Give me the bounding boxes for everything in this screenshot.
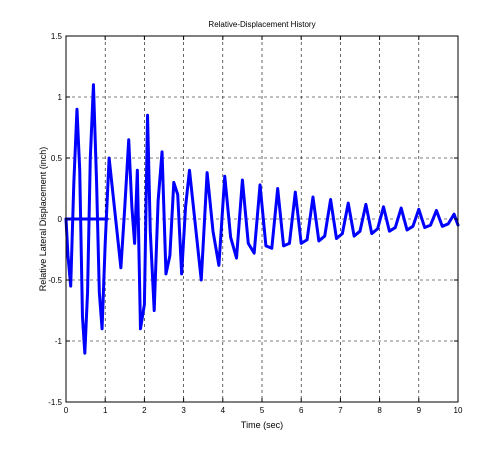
x-tick-label: 9 [417,406,422,415]
chart-title: Relative-Displacement History [208,20,315,29]
y-tick-label: 0.5 [51,154,63,163]
y-tick-label: 0 [58,215,63,224]
x-axis-label: Time (sec) [241,420,283,430]
x-tick-label: 2 [142,406,147,415]
y-tick-label: -1.5 [48,398,62,407]
y-tick-label: 1.5 [51,32,63,41]
y-tick-label: -1 [55,337,63,346]
series-line-0 [64,83,460,355]
y-tick-label: -0.5 [48,276,62,285]
y-axis-label: Relative Lateral Displacement (inch) [38,147,48,292]
x-tick-label: 5 [260,406,265,415]
y-tick-label: 1 [58,93,63,102]
x-tick-label: 1 [103,406,108,415]
x-tick-label: 10 [454,406,463,415]
x-tick-label: 3 [181,406,186,415]
x-tick-label: 7 [338,406,343,415]
x-tick-label: 6 [299,406,304,415]
data-series [64,83,460,355]
x-tick-label: 0 [64,406,69,415]
x-tick-label: 8 [377,406,382,415]
x-tick-label: 4 [221,406,226,415]
axis-ticks: 0 1 2 3 4 5 6 7 8 9 10 -1.5 -1 -0.5 0 0.5 1 1.5 [48,32,463,415]
